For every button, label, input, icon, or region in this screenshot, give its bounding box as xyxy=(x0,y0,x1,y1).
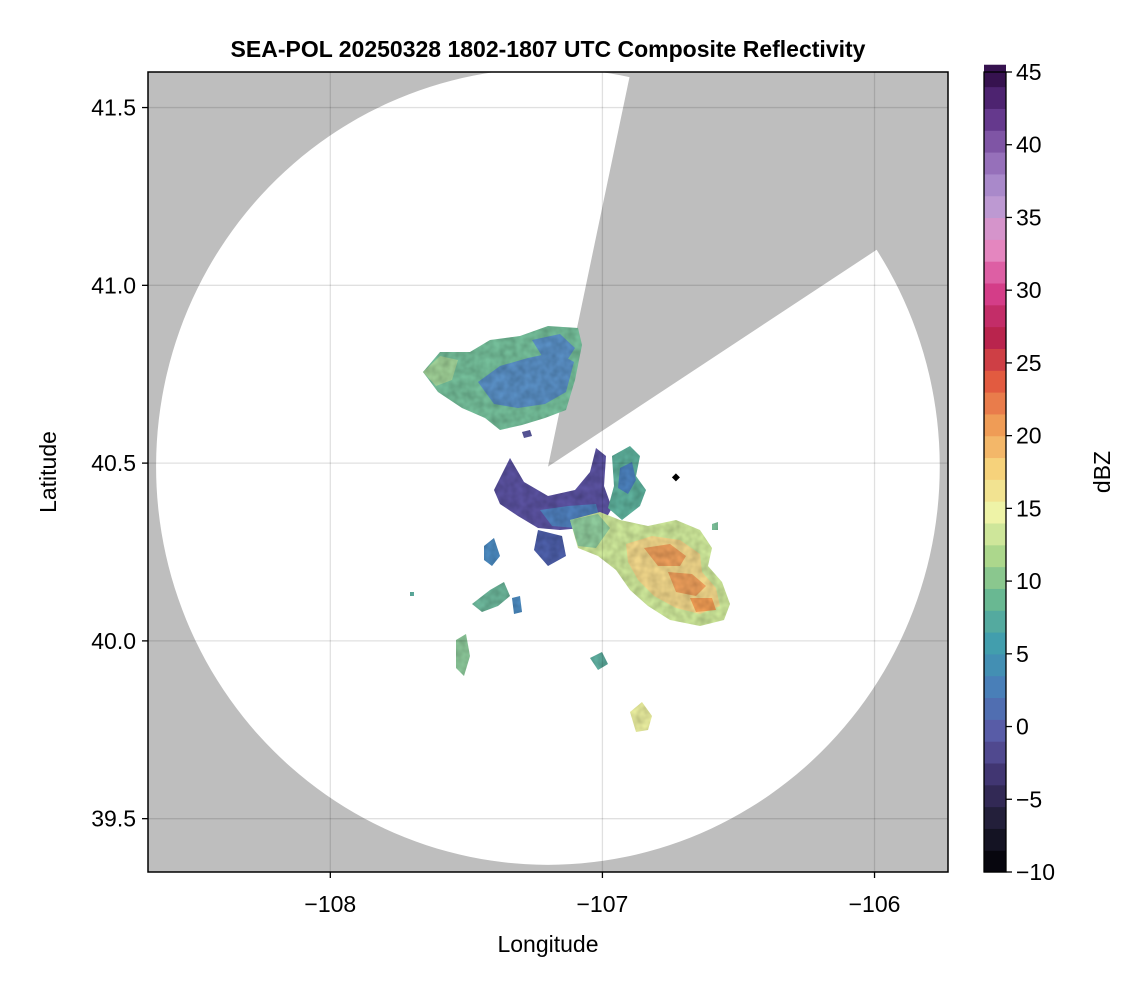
colorbar-segment xyxy=(984,195,1006,219)
colorbar-tick-label: 10 xyxy=(1016,568,1042,594)
colorbar-frame xyxy=(983,71,1007,873)
colorbar-tick-label: 40 xyxy=(1016,132,1042,158)
colorbar-segment xyxy=(984,457,1006,480)
colorbar-tick-label: 20 xyxy=(1016,423,1042,449)
echo-nw-inner xyxy=(478,352,574,408)
colorbar-tick-label: 0 xyxy=(1016,714,1029,740)
chart-title: SEA-POL 20250328 1802-1807 UTC Composite… xyxy=(231,36,866,62)
colorbar-label: dBZ xyxy=(1089,451,1115,493)
echo-se-core-2 xyxy=(668,572,706,596)
echo-speck-2 xyxy=(410,592,414,596)
radar-coverage-area xyxy=(156,68,940,865)
colorbar-tick-label: 45 xyxy=(1016,59,1042,85)
colorbar-segment xyxy=(984,675,1006,699)
colorbar-tick-label: 35 xyxy=(1016,204,1042,230)
colorbar: −10 −5 0 5 10 15 20 25 30 35 40 45 xyxy=(983,59,1055,885)
echo-se-core-3 xyxy=(690,598,716,612)
x-axis-label: Longitude xyxy=(497,931,598,957)
colorbar-tick-label: 25 xyxy=(1016,350,1042,376)
echo-nw-speck xyxy=(522,430,532,438)
colorbar-tick-label: −5 xyxy=(1016,786,1042,812)
colorbar-segment xyxy=(984,719,1006,742)
colorbar-segment xyxy=(984,479,1006,502)
echo-cell-south-west xyxy=(456,634,470,676)
x-axis-ticks: −108 −107 −106 xyxy=(304,872,900,917)
echo-nw-left-lobe xyxy=(423,356,458,386)
echo-small-cells xyxy=(410,522,718,732)
echo-cell-southwest xyxy=(472,582,510,612)
colorbar-segment xyxy=(984,544,1006,568)
echo-cell-south xyxy=(590,652,608,670)
echo-ring-blob xyxy=(534,530,566,566)
colorbar-segment xyxy=(984,850,1006,873)
echo-se-left-lobe xyxy=(570,514,610,548)
colorbar-segment xyxy=(984,632,1006,655)
colorbar-segment xyxy=(984,261,1006,284)
plot-area xyxy=(147,68,949,873)
echo-se-storm xyxy=(570,512,730,626)
colorbar-segment xyxy=(984,239,1006,262)
colorbar-segment xyxy=(984,697,1006,720)
y-tick-label: 41.5 xyxy=(91,95,136,121)
colorbar-segment xyxy=(984,784,1006,808)
plot-frame xyxy=(147,71,949,873)
colorbar-segment xyxy=(984,282,1006,306)
colorbar-segment xyxy=(984,566,1006,589)
colorbar-segment xyxy=(984,828,1006,851)
colorbar-segment xyxy=(984,304,1006,328)
colorbar-segment xyxy=(984,588,1006,611)
colorbar-segment xyxy=(984,806,1006,829)
echo-speck-3 xyxy=(712,522,718,530)
colorbar-segment xyxy=(984,435,1006,459)
echo-east-band-core xyxy=(618,462,636,494)
echo-nw-stripe xyxy=(532,334,575,362)
colorbar-segment xyxy=(984,152,1006,175)
y-tick-label: 40.0 xyxy=(91,628,136,654)
colorbar-segment xyxy=(984,130,1006,153)
colorbar-segment xyxy=(984,326,1006,349)
colorbar-tick-label: −10 xyxy=(1016,859,1055,885)
echo-se-core-1 xyxy=(644,544,686,566)
echo-speck-1 xyxy=(512,596,522,614)
colorbar-segment xyxy=(984,217,1006,240)
colorbar-tick-label: 30 xyxy=(1016,277,1042,303)
colorbar-segment xyxy=(984,610,1006,633)
x-tick-label: −107 xyxy=(577,891,629,917)
echo-cell-far-south xyxy=(630,702,652,732)
echo-east-band xyxy=(608,446,646,520)
reflectivity-echoes xyxy=(410,326,730,732)
colorbar-segment xyxy=(984,413,1006,437)
x-tick-label: −108 xyxy=(304,891,356,917)
y-axis-label: Latitude xyxy=(35,431,61,513)
colorbar-segment xyxy=(984,522,1006,546)
colorbar-segment xyxy=(984,86,1006,109)
colorbar-segment xyxy=(984,348,1006,371)
y-axis-ticks: 39.5 40.0 40.5 41.0 41.5 xyxy=(91,95,148,832)
y-tick-label: 41.0 xyxy=(91,272,136,298)
echo-cell-west xyxy=(484,538,500,566)
echo-nw-cluster xyxy=(423,326,582,438)
colorbar-segment xyxy=(984,392,1006,415)
colorbar-segment xyxy=(984,108,1006,131)
colorbar-segment xyxy=(984,173,1006,197)
grid-lines xyxy=(148,72,948,872)
y-tick-label: 39.5 xyxy=(91,806,136,832)
x-tick-label: −106 xyxy=(849,891,901,917)
colorbar-segment xyxy=(984,741,1006,764)
colorbar-segment xyxy=(984,501,1006,524)
y-tick-label: 40.5 xyxy=(91,450,136,476)
colorbar-segment xyxy=(984,762,1006,786)
colorbar-segment xyxy=(984,64,1006,88)
radar-site-marker xyxy=(671,473,680,482)
colorbar-segment xyxy=(984,653,1006,677)
colorbar-segment xyxy=(984,370,1006,393)
colorbar-tick-label: 15 xyxy=(1016,495,1042,521)
colorbar-tick-label: 5 xyxy=(1016,641,1029,667)
